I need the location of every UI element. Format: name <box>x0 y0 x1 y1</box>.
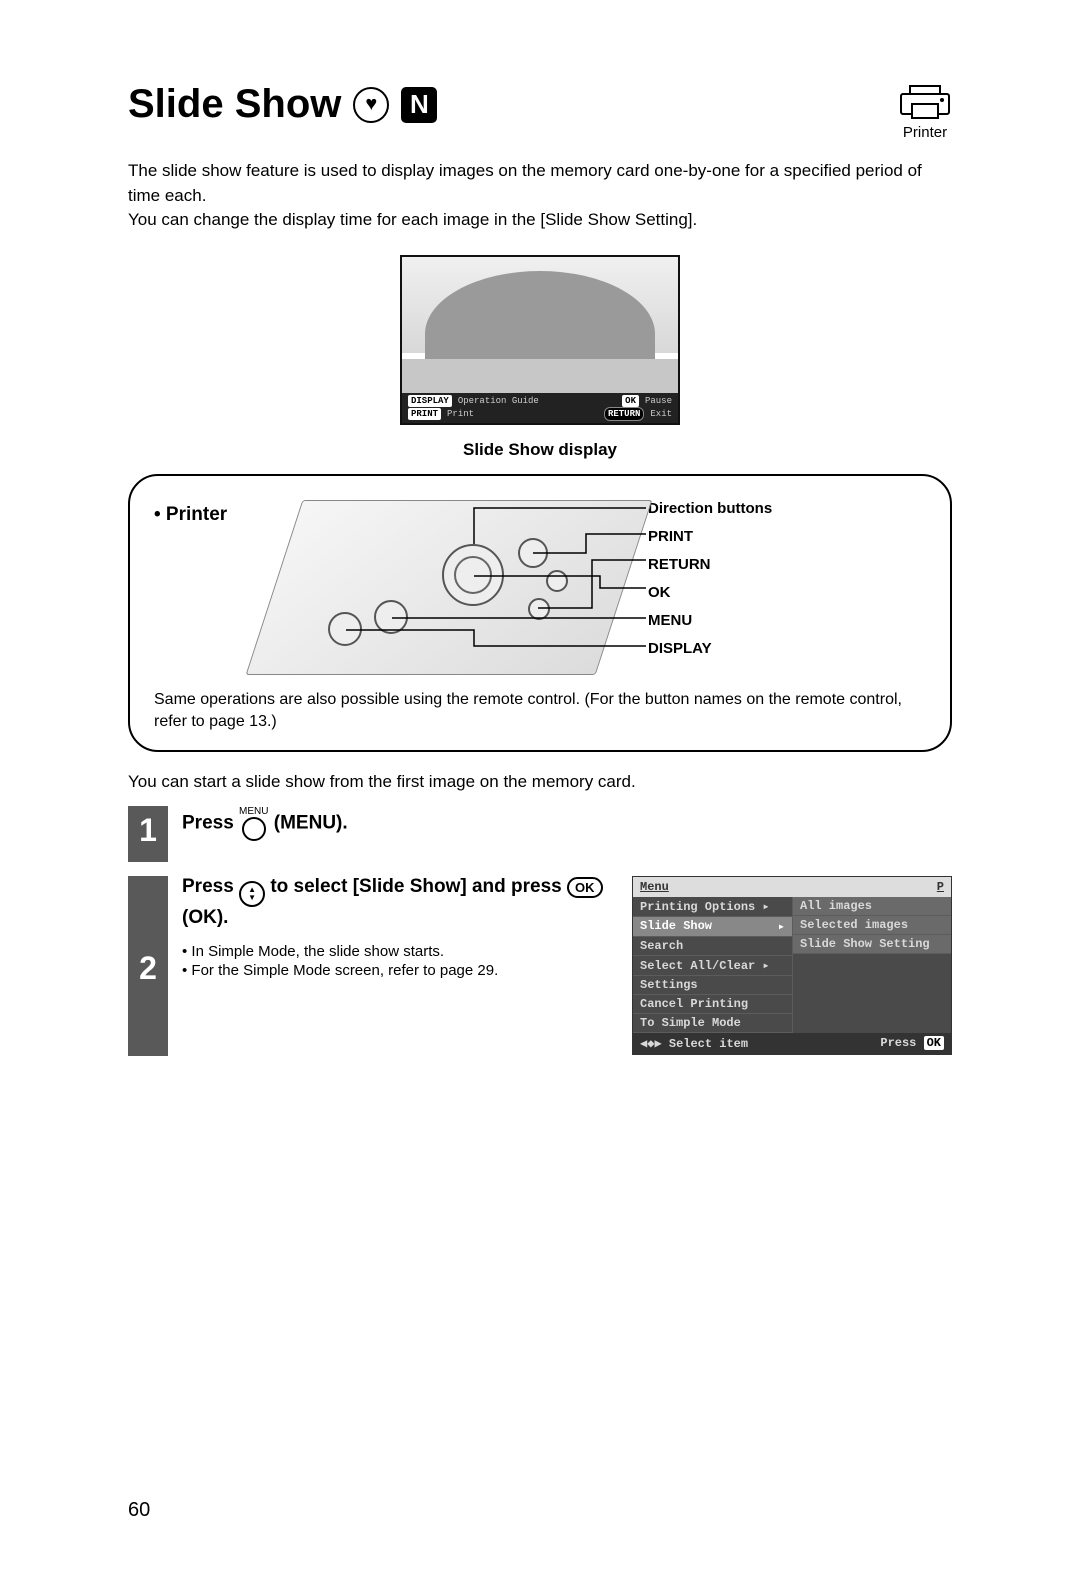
menu-item-simple: To Simple Mode <box>633 1014 792 1033</box>
step-2-text-c: (OK). <box>182 907 228 928</box>
menu-item-slideshow: Slide Show▸ <box>633 917 792 937</box>
printer-panel: • Printer Direction buttons PRINT RETURN… <box>128 474 952 752</box>
step-1-text-b: (MENU). <box>274 812 348 833</box>
slideshow-display: DISPLAY Operation Guide OK Pause PRINT P… <box>400 255 680 425</box>
menu-button-icon: MENU <box>239 806 268 841</box>
step-1-text-a: Press <box>182 812 239 833</box>
slideshow-display-caption: Slide Show display <box>128 440 952 460</box>
n-badge-icon: N <box>401 87 437 123</box>
label-display: DISPLAY <box>648 640 772 657</box>
step-1: 1 Press MENU (MENU). <box>128 806 952 862</box>
page-number: 60 <box>128 1499 150 1522</box>
step-2-note-1: • In Simple Mode, the slide show starts. <box>182 943 614 960</box>
infobar-exit: Exit <box>650 408 672 420</box>
submenu-all: All images <box>793 897 951 916</box>
infobar-pause: Pause <box>645 395 672 407</box>
step-2-text-b: to select [Slide Show] and press <box>270 876 567 897</box>
step-2: 2 Press ▲▼ to select [Slide Show] and pr… <box>128 876 952 1056</box>
step-2-note-2: • For the Simple Mode screen, refer to p… <box>182 962 614 979</box>
infobar-opguide: Operation Guide <box>458 395 539 407</box>
menu-item-selectall: Select All/Clear ▸ <box>633 956 792 976</box>
submenu-setting: Slide Show Setting <box>793 935 951 954</box>
intro-p2: You can change the display time for each… <box>128 208 952 233</box>
menu-header-p: P <box>937 880 944 894</box>
label-ok: OK <box>648 584 772 601</box>
infobar-ok-chip: OK <box>622 395 639 407</box>
step-1-body: Press MENU (MENU). <box>182 806 952 862</box>
step-2-body: Press ▲▼ to select [Slide Show] and pres… <box>182 876 952 1056</box>
page-title: Slide Show <box>128 82 341 127</box>
title-row: Slide Show ♥ N Printer <box>128 82 952 141</box>
menu-header: Menu <box>640 880 669 894</box>
display-infobar: DISPLAY Operation Guide OK Pause PRINT P… <box>402 393 678 423</box>
step-2-text-a: Press <box>182 876 239 897</box>
after-panel-text: You can start a slide show from the firs… <box>128 772 952 792</box>
infobar-print: Print <box>447 408 474 420</box>
label-print: PRINT <box>648 528 772 545</box>
step-1-number: 1 <box>128 806 168 862</box>
intro-block: The slide show feature is used to displa… <box>128 159 952 233</box>
slideshow-figure: DISPLAY Operation Guide OK Pause PRINT P… <box>128 255 952 460</box>
menu-right-col: All images Selected images Slide Show Se… <box>792 897 951 1033</box>
label-direction: Direction buttons <box>648 500 772 517</box>
menu-item-settings: Settings <box>633 976 792 995</box>
ok-button-icon: OK <box>567 877 603 898</box>
title-left: Slide Show ♥ N <box>128 82 437 127</box>
printer-corner-icon: Printer <box>898 82 952 141</box>
updown-icon: ▲▼ <box>239 881 265 907</box>
menu-item-printing: Printing Options ▸ <box>633 897 792 917</box>
menu-item-search: Search <box>633 937 792 956</box>
infobar-print-chip: PRINT <box>408 408 441 420</box>
infobar-display-chip: DISPLAY <box>408 395 452 407</box>
menu-screenshot: Menu P Printing Options ▸ Slide Show▸ Se… <box>632 876 952 1055</box>
panel-note: Same operations are also possible using … <box>154 689 926 734</box>
label-menu: MENU <box>648 612 772 629</box>
step-2-number: 2 <box>128 876 168 1056</box>
heart-icon: ♥ <box>353 87 389 123</box>
step-2-notes: • In Simple Mode, the slide show starts.… <box>182 943 614 979</box>
intro-p1: The slide show feature is used to displa… <box>128 159 952 208</box>
infobar-return-chip: RETURN <box>604 407 644 421</box>
menu-footer-right: Press OK <box>880 1036 944 1051</box>
menu-footer-left: ◀◆▶ Select item <box>640 1036 748 1051</box>
printer-corner-caption: Printer <box>898 124 952 141</box>
printer-button-labels: Direction buttons PRINT RETURN OK MENU D… <box>648 500 772 675</box>
menu-left-col: Printing Options ▸ Slide Show▸ Search Se… <box>633 897 792 1033</box>
menu-item-cancel: Cancel Printing <box>633 995 792 1014</box>
printer-diagram <box>274 500 624 675</box>
submenu-selected: Selected images <box>793 916 951 935</box>
steps: 1 Press MENU (MENU). 2 Press ▲▼ to selec… <box>128 806 952 1056</box>
label-return: RETURN <box>648 556 772 573</box>
